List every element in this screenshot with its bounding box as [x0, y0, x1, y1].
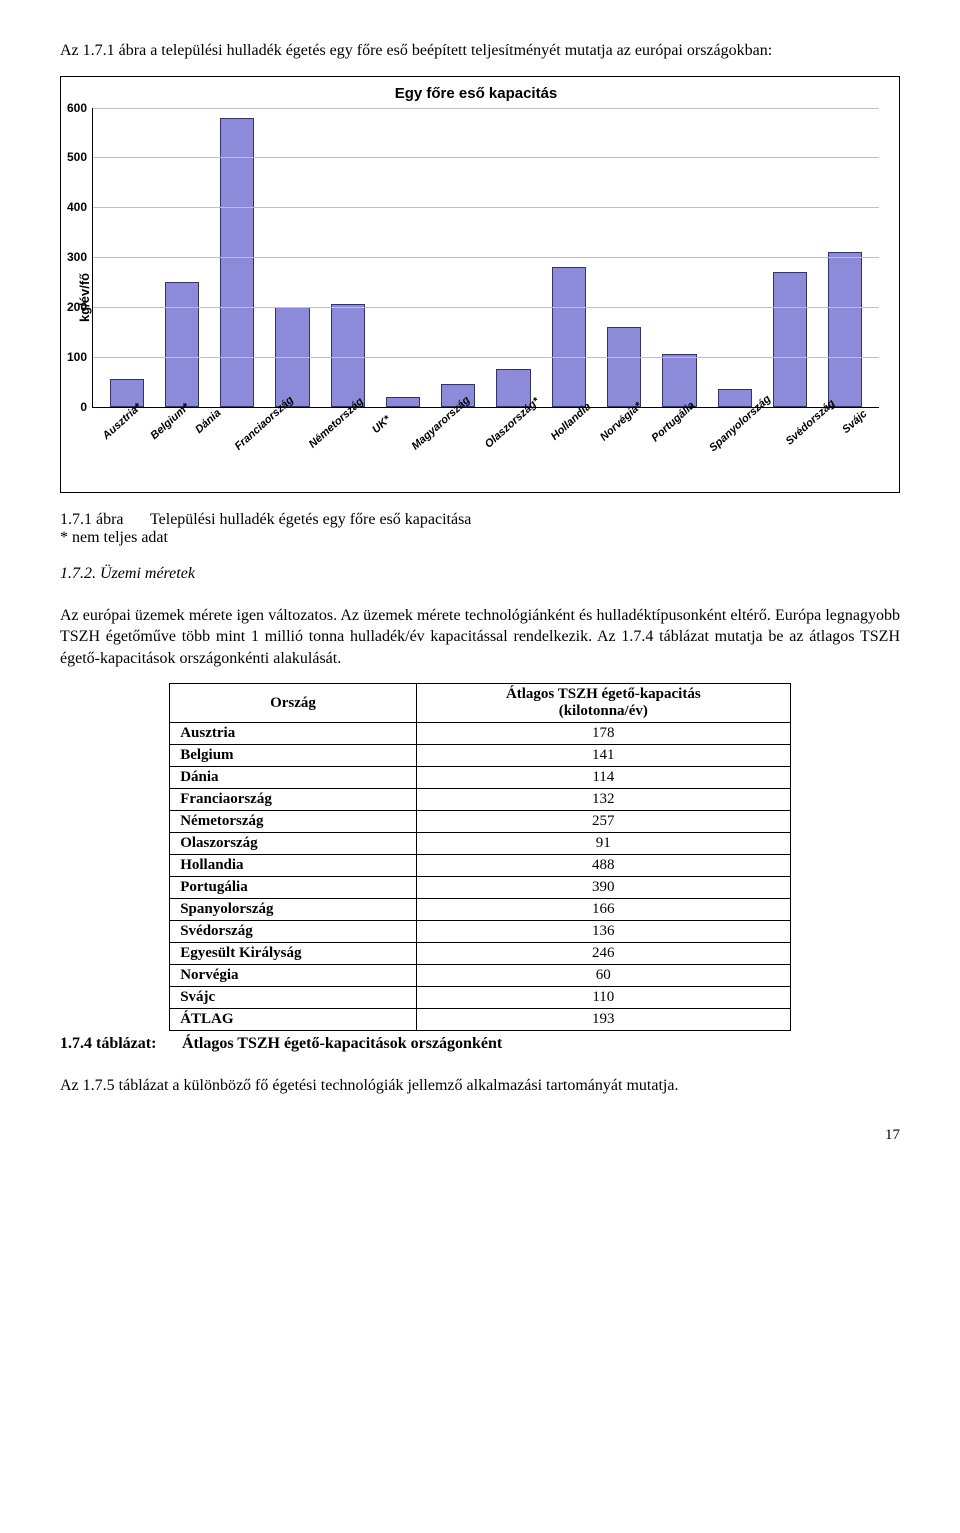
chart-gridline	[93, 357, 879, 358]
chart-ytick: 400	[53, 200, 87, 214]
chart-xaxis: Ausztria*Belgium*DániaFranciaországNémet…	[92, 408, 879, 486]
table-cell-country: Hollandia	[170, 855, 417, 877]
table-cell-country: Franciaország	[170, 789, 417, 811]
chart-bar	[331, 304, 365, 406]
chart-gridline	[93, 257, 879, 258]
figure-caption-text: Települési hulladék égetés egy főre eső …	[150, 511, 471, 529]
chart-gridline	[93, 108, 879, 109]
table-row: Norvégia60	[170, 965, 791, 987]
table-cell-country: Belgium	[170, 745, 417, 767]
chart-bar	[718, 389, 752, 406]
table-cell-country: Olaszország	[170, 833, 417, 855]
chart-bar	[662, 354, 696, 406]
table-row: Hollandia488	[170, 855, 791, 877]
figure-caption-note: * nem teljes adat	[60, 529, 900, 547]
page-number: 17	[60, 1127, 900, 1144]
table-caption-text: Átlagos TSZH égető-kapacitások országonk…	[182, 1035, 502, 1052]
table-cell-country: Portugália	[170, 877, 417, 899]
chart-bar	[552, 267, 586, 407]
table-row: ÁTLAG193	[170, 1009, 791, 1031]
table-row: Belgium141	[170, 745, 791, 767]
section-heading: 1.7.2. Üzemi méretek	[60, 565, 900, 583]
chart-bar	[773, 272, 807, 407]
table-caption: 1.7.4 táblázat: Átlagos TSZH égető-kapac…	[60, 1035, 900, 1053]
table-header-country: Ország	[170, 684, 417, 723]
table-row: Olaszország91	[170, 833, 791, 855]
table-header-value-l1: Átlagos TSZH égető-kapacitás	[506, 686, 701, 702]
chart-title: Egy főre eső kapacitás	[73, 85, 879, 102]
table-cell-value: 390	[416, 877, 790, 899]
table-cell-value: 246	[416, 943, 790, 965]
chart-ytick: 100	[53, 350, 87, 364]
table-cell-value: 60	[416, 965, 790, 987]
table-row: Svédország136	[170, 921, 791, 943]
table-row: Egyesült Királyság246	[170, 943, 791, 965]
table-cell-value: 136	[416, 921, 790, 943]
table-row: Svájc110	[170, 987, 791, 1009]
table-row: Franciaország132	[170, 789, 791, 811]
table-row: Portugália390	[170, 877, 791, 899]
table-caption-label: 1.7.4 táblázat:	[60, 1035, 178, 1053]
table-cell-value: 257	[416, 811, 790, 833]
table-row: Dánia114	[170, 767, 791, 789]
chart-plot-area: 0100200300400500600	[92, 108, 879, 408]
intro-paragraph: Az 1.7.1 ábra a települési hulladék éget…	[60, 40, 900, 62]
table-cell-country: Norvégia	[170, 965, 417, 987]
capacity-table: Ország Átlagos TSZH égető-kapacitás (kil…	[169, 683, 791, 1031]
chart-bar	[386, 397, 420, 407]
figure-caption-label: 1.7.1 ábra	[60, 511, 150, 529]
chart-bar	[165, 282, 199, 407]
chart-gridline	[93, 157, 879, 158]
chart-bar	[220, 118, 254, 407]
chart-ytick: 500	[53, 150, 87, 164]
table-cell-value: 110	[416, 987, 790, 1009]
chart-gridline	[93, 307, 879, 308]
table-cell-value: 166	[416, 899, 790, 921]
capacity-chart: Egy főre eső kapacitás kg/év/fő 01002003…	[60, 76, 900, 493]
body-paragraph: Az európai üzemek mérete igen változatos…	[60, 605, 900, 670]
chart-ytick: 600	[53, 101, 87, 115]
table-cell-country: Svédország	[170, 921, 417, 943]
table-cell-country: Dánia	[170, 767, 417, 789]
table-cell-country: Ausztria	[170, 723, 417, 745]
table-header-value-l2: (kilotonna/év)	[559, 703, 648, 719]
table-cell-country: Németország	[170, 811, 417, 833]
table-row: Ausztria178	[170, 723, 791, 745]
table-row: Németország257	[170, 811, 791, 833]
table-cell-value: 178	[416, 723, 790, 745]
closing-paragraph: Az 1.7.5 táblázat a különböző fő égetési…	[60, 1075, 900, 1097]
chart-bar	[496, 369, 530, 406]
chart-ytick: 200	[53, 300, 87, 314]
table-cell-country: Egyesült Királyság	[170, 943, 417, 965]
table-cell-value: 132	[416, 789, 790, 811]
chart-gridline	[93, 207, 879, 208]
table-cell-value: 114	[416, 767, 790, 789]
table-cell-value: 91	[416, 833, 790, 855]
chart-ytick: 0	[53, 400, 87, 414]
chart-bar	[607, 327, 641, 407]
table-cell-value: 488	[416, 855, 790, 877]
table-row: Spanyolország166	[170, 899, 791, 921]
chart-ytick: 300	[53, 250, 87, 264]
table-cell-country: Spanyolország	[170, 899, 417, 921]
chart-bar	[828, 252, 862, 406]
table-cell-country: Svájc	[170, 987, 417, 1009]
table-cell-country: ÁTLAG	[170, 1009, 417, 1031]
table-header-value: Átlagos TSZH égető-kapacitás (kilotonna/…	[416, 684, 790, 723]
table-cell-value: 141	[416, 745, 790, 767]
chart-bar	[110, 379, 144, 406]
table-cell-value: 193	[416, 1009, 790, 1031]
figure-caption: 1.7.1 ábra Települési hulladék égetés eg…	[60, 511, 900, 547]
